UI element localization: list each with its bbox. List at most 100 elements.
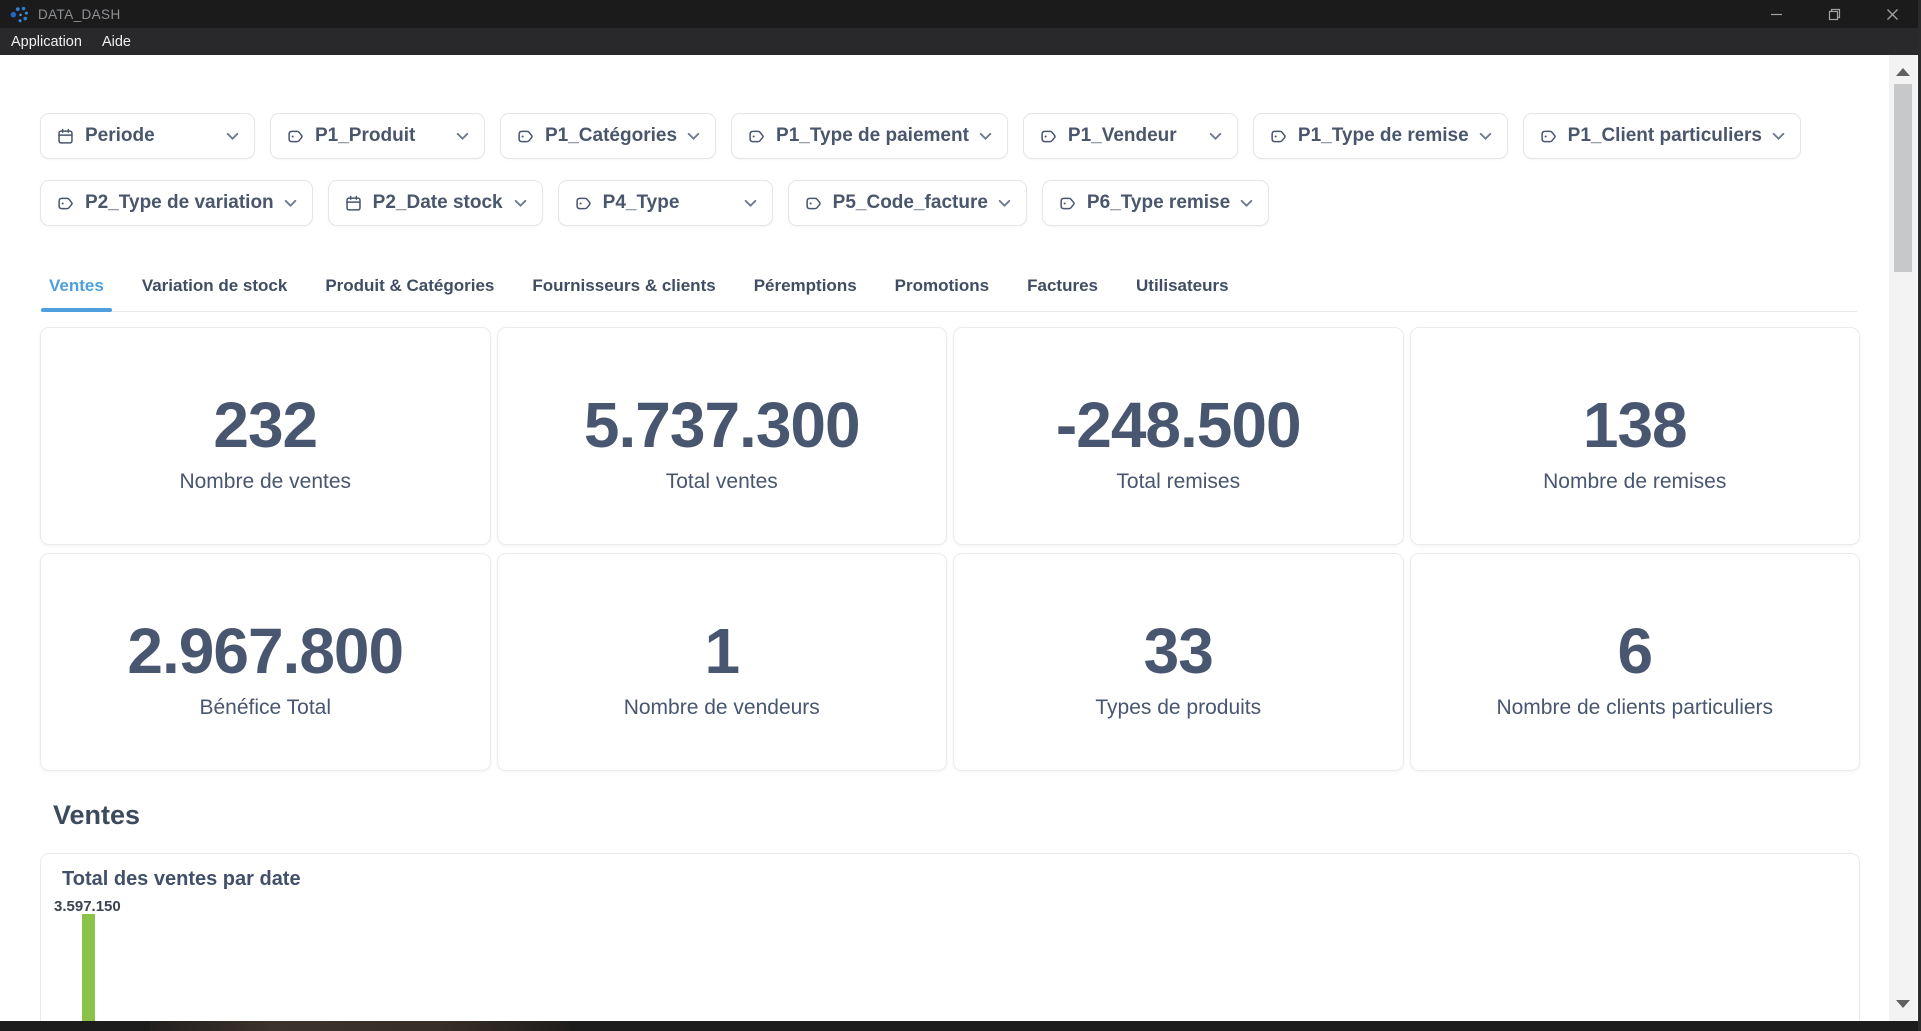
tab-ventes[interactable]: Ventes xyxy=(41,276,112,312)
kpi-card-types-de-produits: 33 Types de produits xyxy=(953,553,1404,771)
chart-bar xyxy=(82,914,95,1021)
filter-p5-code-facture[interactable]: P5_Code_facture xyxy=(787,180,1027,226)
filter-label: P5_Code_facture xyxy=(832,192,988,213)
kpi-value: -248.500 xyxy=(1055,388,1302,461)
kpi-value: 2.967.800 xyxy=(127,614,404,687)
tag-icon xyxy=(1269,127,1288,146)
tabbar: Ventes Variation de stock Produit & Caté… xyxy=(40,276,1857,312)
tab-utilisateurs[interactable]: Utilisateurs xyxy=(1136,276,1229,295)
kpi-value: 232 xyxy=(213,388,318,461)
filter-label: P1_Catégories xyxy=(545,125,678,146)
kpi-label: Nombre de ventes xyxy=(179,469,352,493)
kpi-label: Types de produits xyxy=(1095,695,1262,719)
kpi-label: Nombre de vendeurs xyxy=(623,695,820,719)
kpi-card-nombre-de-clients-particuliers: 6 Nombre de clients particuliers xyxy=(1409,553,1860,771)
chevron-down-icon xyxy=(514,199,527,208)
filter-label: P2_Date stock xyxy=(372,192,503,213)
kpi-value: 5.737.300 xyxy=(583,388,861,461)
chevron-down-icon xyxy=(1209,132,1222,141)
app-logo-icon xyxy=(9,4,30,25)
restore-button[interactable] xyxy=(1805,0,1863,28)
tag-icon xyxy=(747,127,766,146)
window-controls xyxy=(1747,0,1921,28)
filter-p2-type-de-variation[interactable]: P2_Type de variation xyxy=(40,180,313,226)
tag-icon xyxy=(286,127,305,146)
chevron-down-icon xyxy=(1479,132,1492,141)
kpi-card-nombre-de-vendeurs: 1 Nombre de vendeurs xyxy=(496,553,947,771)
kpi-label: Total ventes xyxy=(665,469,778,493)
filter-p1-produit[interactable]: P1_Produit xyxy=(270,113,485,159)
tag-icon xyxy=(1539,127,1558,146)
chevron-down-icon xyxy=(1772,132,1785,141)
filters-row-2: P2_Type de variation P2_Date stock P4_Ty… xyxy=(40,180,1921,226)
filter-label: Periode xyxy=(85,125,155,146)
kpi-value: 33 xyxy=(1143,614,1214,687)
filter-p1-categories[interactable]: P1_Catégories xyxy=(500,113,717,159)
kpi-value: 6 xyxy=(1617,614,1653,687)
kpi-grid: 232 Nombre de ventes 5.737.300 Total ven… xyxy=(40,327,1860,771)
filter-label: P1_Client particuliers xyxy=(1567,125,1762,146)
chart-title: Total des ventes par date xyxy=(62,868,301,890)
filter-label: P1_Type de paiement xyxy=(776,125,969,146)
kpi-label: Nombre de remises xyxy=(1543,469,1727,493)
tag-icon xyxy=(1058,194,1077,213)
filter-p6-type-remise[interactable]: P6_Type remise xyxy=(1041,180,1270,226)
chart-card: Total des ventes par date 3.597.150 xyxy=(40,853,1860,1021)
scrollbar-thumb[interactable] xyxy=(1894,84,1912,272)
filter-p1-client-particuliers[interactable]: P1_Client particuliers xyxy=(1522,113,1801,159)
tab-promotions[interactable]: Promotions xyxy=(894,276,990,295)
kpi-card-total-ventes: 5.737.300 Total ventes xyxy=(496,327,947,545)
filter-p2-date-stock[interactable]: P2_Date stock xyxy=(327,180,543,226)
filter-label: P6_Type remise xyxy=(1086,192,1231,213)
vertical-scrollbar[interactable] xyxy=(1889,55,1917,1021)
calendar-icon xyxy=(56,127,75,146)
tab-variation-de-stock[interactable]: Variation de stock xyxy=(141,276,288,295)
kpi-label: Nombre de clients particuliers xyxy=(1496,695,1774,719)
filter-label: P1_Produit xyxy=(315,125,416,146)
filter-label: P1_Type de remise xyxy=(1297,125,1469,146)
kpi-label: Bénéfice Total xyxy=(199,695,332,719)
main-content: Periode P1_Produit P1_Catégories xyxy=(0,55,1921,1021)
window-title: DATA_DASH xyxy=(38,6,121,22)
bottom-strip-accent xyxy=(150,1021,570,1031)
kpi-card-benefice-total: 2.967.800 Bénéfice Total xyxy=(40,553,491,771)
filter-label: P2_Type de variation xyxy=(85,192,274,213)
window-right-edge xyxy=(1918,0,1921,1031)
bottom-edge-strip xyxy=(0,1021,1921,1031)
tab-produit-categories[interactable]: Produit & Catégories xyxy=(325,276,495,295)
chevron-down-icon xyxy=(1240,199,1253,208)
kpi-value: 138 xyxy=(1582,388,1688,461)
section-title-ventes: Ventes xyxy=(53,800,141,830)
kpi-value: 1 xyxy=(704,614,740,687)
y-axis-max-label: 3.597.150 xyxy=(54,898,121,915)
calendar-icon xyxy=(344,194,363,213)
kpi-label: Total remises xyxy=(1116,469,1241,493)
menubar: Application Aide xyxy=(0,28,1921,55)
chevron-down-icon xyxy=(979,132,992,141)
tag-icon xyxy=(56,194,75,213)
filter-p1-type-de-paiement[interactable]: P1_Type de paiement xyxy=(731,113,1008,159)
scroll-down-button[interactable] xyxy=(1896,1000,1910,1008)
filter-p1-type-de-remise[interactable]: P1_Type de remise xyxy=(1252,113,1508,159)
chevron-down-icon xyxy=(687,132,700,141)
filter-periode[interactable]: Periode xyxy=(40,113,255,159)
tab-factures[interactable]: Factures xyxy=(1027,276,1098,295)
kpi-card-nombre-de-ventes: 232 Nombre de ventes xyxy=(40,327,491,545)
kpi-card-nombre-de-remises: 138 Nombre de remises xyxy=(1409,327,1860,545)
chevron-down-icon xyxy=(744,199,757,208)
minimize-button[interactable] xyxy=(1747,0,1805,28)
scroll-up-button[interactable] xyxy=(1896,68,1910,76)
tab-fournisseurs-clients[interactable]: Fournisseurs & clients xyxy=(532,276,716,295)
tag-icon xyxy=(574,194,593,213)
kpi-card-total-remises: -248.500 Total remises xyxy=(953,327,1404,545)
filter-p1-vendeur[interactable]: P1_Vendeur xyxy=(1022,113,1238,159)
close-button[interactable] xyxy=(1863,0,1921,28)
chevron-down-icon xyxy=(456,132,469,141)
menu-application[interactable]: Application xyxy=(11,33,82,50)
menu-aide[interactable]: Aide xyxy=(101,33,131,50)
filter-label: P1_Vendeur xyxy=(1067,125,1177,146)
filter-label: P4_Type xyxy=(602,192,680,213)
tag-icon xyxy=(516,127,535,146)
tab-peremptions[interactable]: Péremptions xyxy=(753,276,857,295)
filter-p4-type[interactable]: P4_Type xyxy=(557,180,773,226)
